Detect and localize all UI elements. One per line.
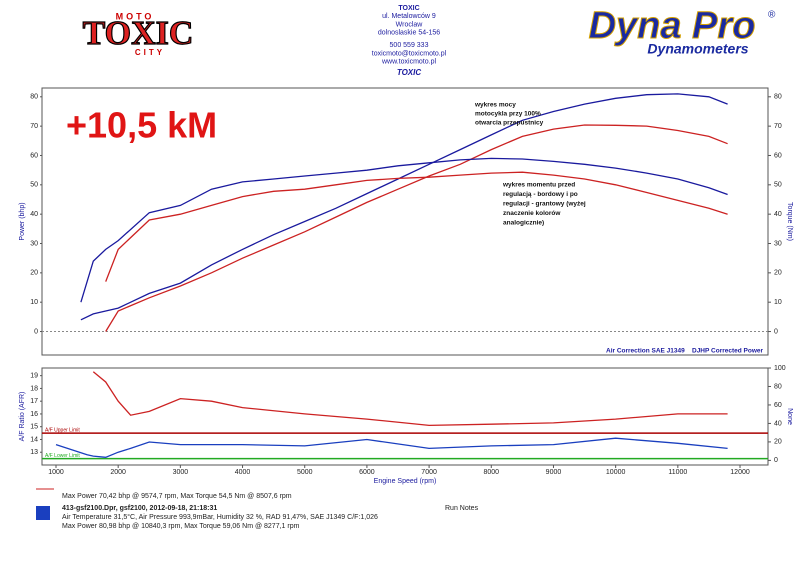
address-line: toxicmoto@toxicmoto.pl xyxy=(372,50,447,57)
address-line: TOXIC xyxy=(398,5,419,12)
x-tick-label: 4000 xyxy=(235,469,251,476)
y2-tick-label: 80 xyxy=(774,94,782,101)
y-tick-label: 70 xyxy=(30,123,38,130)
y2-tick-label: 10 xyxy=(774,299,782,306)
y-tick-label: 30 xyxy=(30,240,38,247)
run1-max: Max Power 70,42 bhp @ 9574,7 rpm, Max To… xyxy=(62,493,292,500)
y-axis-title: A/F Ratio (AFR) xyxy=(19,392,26,442)
limit-label: A/F Upper Limit xyxy=(45,427,80,433)
logo-bottom: CITY xyxy=(135,48,165,57)
x-tick-label: 12000 xyxy=(730,469,750,476)
y2-tick-label: 60 xyxy=(774,152,782,159)
series-line xyxy=(92,371,728,427)
x-tick-label: 3000 xyxy=(173,469,189,476)
run2-title: 413-gsf2100.Dpr, gsf2100, 2012-09-18, 21… xyxy=(62,505,217,512)
note: otwarcia przepustnicy xyxy=(475,120,544,127)
corner-note: DJHP Corrected Power xyxy=(692,348,764,355)
y2-tick-label: 80 xyxy=(774,383,782,390)
note: analogicznie) xyxy=(503,220,544,227)
address-line: www.toxicmoto.pl xyxy=(381,59,437,66)
y2-tick-label: 20 xyxy=(774,270,782,277)
note: regulacji - grantowy (wyżej xyxy=(503,201,586,208)
main-frame xyxy=(41,87,769,356)
y-tick-label: 10 xyxy=(30,299,38,306)
y-tick-label: 17 xyxy=(30,398,38,405)
logo-top: MOTO xyxy=(116,11,155,21)
logo-sub: Dynamometers xyxy=(647,41,748,57)
y2-tick-label: 50 xyxy=(774,182,782,189)
logo-main: TOXIC xyxy=(83,15,194,52)
y2-tick-label: 40 xyxy=(774,211,782,218)
y2-tick-label: 20 xyxy=(774,439,782,446)
logo-dynapro: Dyna Pro xyxy=(589,5,756,47)
x-tick-label: 6000 xyxy=(359,469,375,476)
y-tick-label: 20 xyxy=(30,270,38,277)
x-tick-label: 11000 xyxy=(668,469,687,476)
address-line: dolnoslaskie 54-156 xyxy=(378,30,440,37)
y-axis-title: Power (bhp) xyxy=(19,202,26,240)
x-tick-label: 8000 xyxy=(483,469,499,476)
x-tick-label: 7000 xyxy=(421,469,437,476)
address-line: ul. Metalowców 9 xyxy=(382,13,436,20)
y2-tick-label: 60 xyxy=(774,402,782,409)
series-line xyxy=(105,171,728,282)
series-line xyxy=(55,437,728,458)
address-line: Wroclaw xyxy=(396,21,424,28)
x-tick-label: 10000 xyxy=(606,469,626,476)
y2-axis-title: Torque (Nm) xyxy=(786,202,793,241)
y-tick-label: 13 xyxy=(30,449,38,456)
y-tick-label: 60 xyxy=(30,152,38,159)
logo-mark: ® xyxy=(768,10,776,21)
y-tick-label: 0 xyxy=(34,328,38,335)
y2-tick-label: 70 xyxy=(774,123,782,130)
corner-note: Air Correction SAE J1349 xyxy=(606,348,685,355)
y2-tick-label: 30 xyxy=(774,240,782,247)
note: wykres mocy xyxy=(474,102,516,109)
y-tick-label: 15 xyxy=(30,424,38,431)
limit-label: A/F Lower Limit xyxy=(45,453,80,459)
y-tick-label: 80 xyxy=(30,94,38,101)
note: regulacją - bordowy i po xyxy=(503,191,578,198)
y-tick-label: 14 xyxy=(30,436,38,443)
y-tick-label: 40 xyxy=(30,211,38,218)
y2-axis-title: None xyxy=(786,408,793,425)
run2-conditions: Air Temperature 31,5°C, Air Pressure 993… xyxy=(62,513,378,521)
note: znaczenie kolorów xyxy=(503,210,561,217)
x-axis-title: Engine Speed (rpm) xyxy=(374,478,437,485)
series-line xyxy=(80,93,728,321)
y2-tick-label: 0 xyxy=(774,457,778,464)
y-tick-label: 50 xyxy=(30,182,38,189)
x-tick-label: 2000 xyxy=(110,469,126,476)
y2-tick-label: 0 xyxy=(774,328,778,335)
y2-tick-label: 40 xyxy=(774,420,782,427)
note: wykres momentu przed xyxy=(502,182,575,189)
subtitle: TOXIC xyxy=(397,68,422,77)
note: motocykla przy 100% xyxy=(475,111,541,118)
run2-max: Max Power 80,98 bhp @ 10840,3 rpm, Max T… xyxy=(62,523,300,530)
y2-tick-label: 100 xyxy=(774,365,786,372)
y-tick-label: 18 xyxy=(30,385,38,392)
series-line xyxy=(105,124,728,332)
plots: 0 10 20 30 40 50 60 70 80 0 10 20 30 40 50 60 70 80 Power … xyxy=(19,93,793,485)
x-tick-label: 5000 xyxy=(297,469,313,476)
run-notes: Run Notes xyxy=(445,505,479,512)
x-tick-label: 1000 xyxy=(48,469,64,476)
y-tick-label: 19 xyxy=(30,373,38,380)
x-tick-label: 9000 xyxy=(546,469,562,476)
annotation: +10,5 kM xyxy=(66,105,217,146)
afr-frame xyxy=(41,367,769,466)
address-line: 500 559 333 xyxy=(390,42,429,49)
legend-swatch xyxy=(36,506,50,520)
series-line xyxy=(80,157,728,303)
y-tick-label: 16 xyxy=(30,411,38,418)
